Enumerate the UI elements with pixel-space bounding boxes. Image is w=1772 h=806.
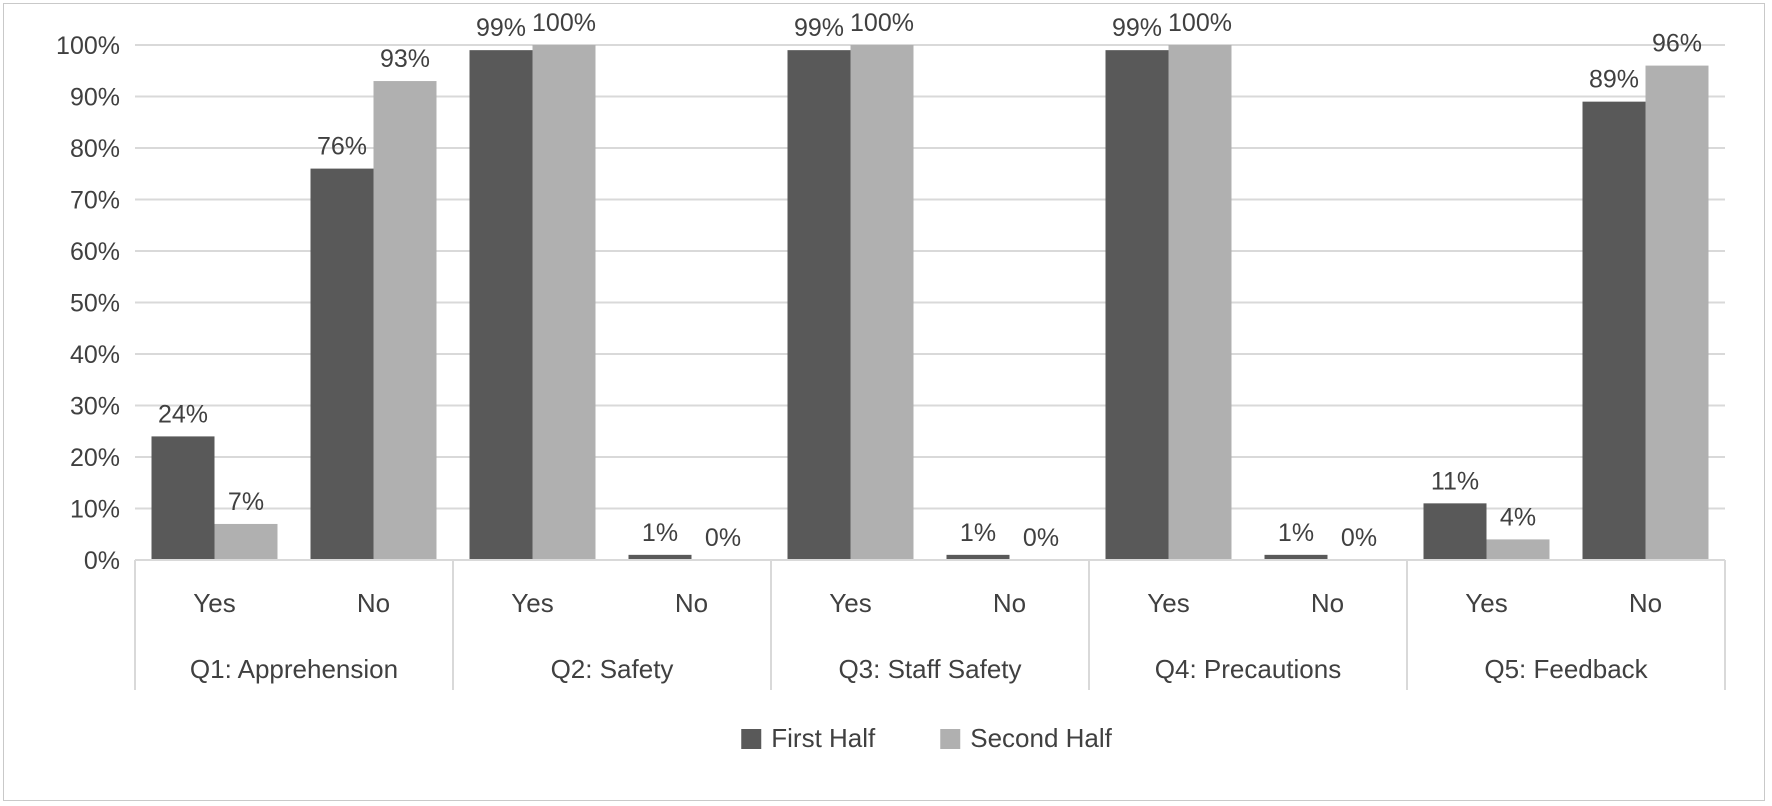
legend-swatch <box>940 729 961 749</box>
data-label: 96% <box>1652 30 1702 58</box>
x-category-label: No <box>1629 588 1662 618</box>
y-tick-label: 50% <box>70 290 120 318</box>
bar-second-half <box>214 523 278 560</box>
bar-second-half <box>850 45 914 560</box>
bar-first-half <box>469 50 533 561</box>
y-tick-label: 100% <box>56 32 120 60</box>
bar-first-half <box>1105 50 1169 561</box>
bar-first-half <box>1423 503 1487 560</box>
data-label: 1% <box>1278 519 1314 547</box>
data-label: 100% <box>532 9 596 37</box>
bar-first-half <box>1582 101 1646 561</box>
x-group-label: Q1: Apprehension <box>190 654 398 684</box>
data-label: 100% <box>1168 9 1232 37</box>
x-category-label: No <box>1311 588 1344 618</box>
data-label: 24% <box>158 400 208 428</box>
data-label: 99% <box>794 14 844 42</box>
bar-second-half <box>373 81 437 561</box>
bar-second-half <box>1486 539 1550 560</box>
data-label: 1% <box>960 519 996 547</box>
data-label: 99% <box>476 14 526 42</box>
x-group-label: Q3: Staff Safety <box>838 654 1021 684</box>
x-group-label: Q2: Safety <box>551 654 674 684</box>
y-tick-label: 80% <box>70 135 120 163</box>
data-label: 93% <box>380 45 430 73</box>
y-tick-label: 70% <box>70 187 120 215</box>
y-tick-label: 20% <box>70 444 120 472</box>
bar-first-half <box>628 554 692 560</box>
legend-label: First Half <box>771 723 876 753</box>
data-label: 0% <box>705 524 741 552</box>
x-category-label: No <box>675 588 708 618</box>
x-category-label: No <box>993 588 1026 618</box>
bar-second-half <box>1645 65 1709 560</box>
data-label: 76% <box>317 133 367 161</box>
x-category-label: Yes <box>1147 588 1189 618</box>
x-category-label: Yes <box>829 588 871 618</box>
data-label: 89% <box>1589 66 1639 94</box>
data-label: 100% <box>850 9 914 37</box>
x-category-label: Yes <box>511 588 553 618</box>
legend-label: Second Half <box>970 723 1112 753</box>
bar-first-half <box>1264 554 1328 560</box>
y-tick-label: 90% <box>70 84 120 112</box>
y-tick-label: 0% <box>84 547 120 575</box>
bar-first-half <box>151 436 215 560</box>
bar-second-half <box>1168 45 1232 560</box>
bar-first-half <box>787 50 851 561</box>
y-tick-label: 10% <box>70 496 120 524</box>
y-tick-label: 60% <box>70 238 120 266</box>
x-group-label: Q5: Feedback <box>1484 654 1648 684</box>
legend-swatch <box>741 729 762 749</box>
bar-first-half <box>310 168 374 560</box>
x-category-label: Yes <box>193 588 235 618</box>
data-label: 0% <box>1023 524 1059 552</box>
data-label: 11% <box>1431 467 1479 495</box>
x-category-label: Yes <box>1465 588 1507 618</box>
data-label: 99% <box>1112 14 1162 42</box>
data-label: 4% <box>1500 503 1536 531</box>
y-tick-label: 30% <box>70 393 120 421</box>
data-label: 1% <box>642 519 678 547</box>
x-group-label: Q4: Precautions <box>1155 654 1341 684</box>
data-label: 7% <box>228 488 264 516</box>
x-category-label: No <box>357 588 390 618</box>
data-label: 0% <box>1341 524 1377 552</box>
bar-second-half <box>532 45 596 560</box>
y-tick-label: 40% <box>70 341 120 369</box>
bar-first-half <box>946 554 1010 560</box>
